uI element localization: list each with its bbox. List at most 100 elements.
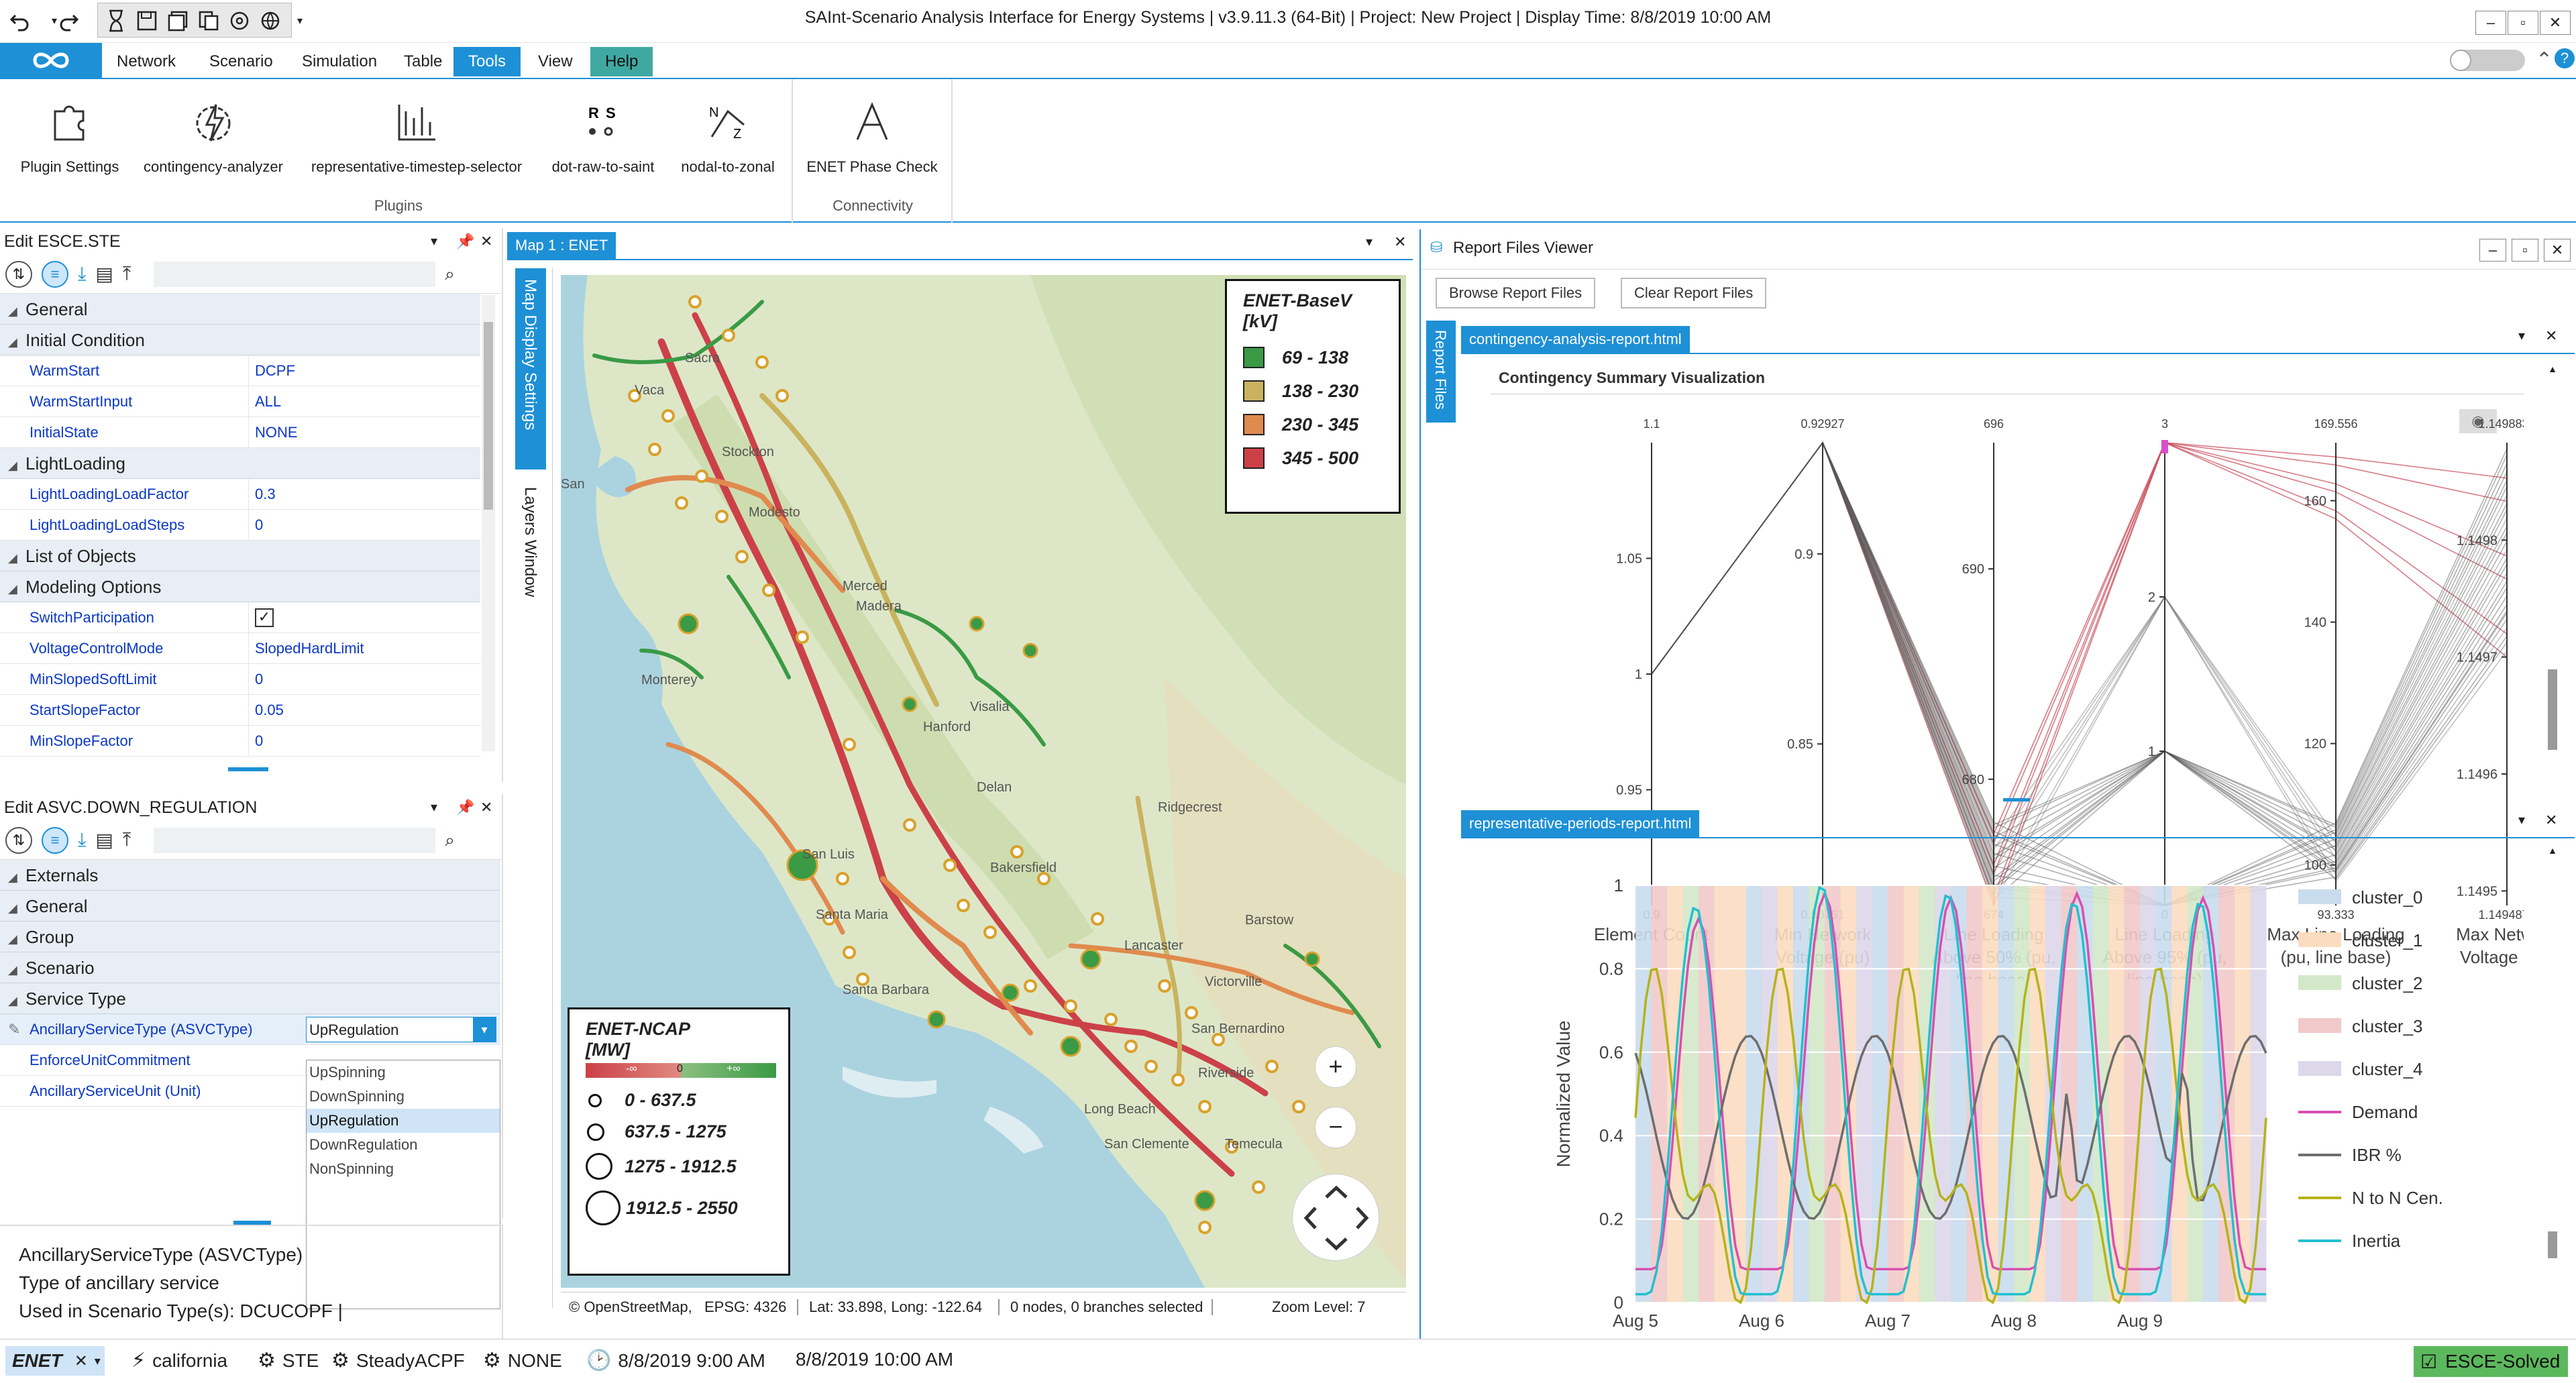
representative-timestep-selector-button[interactable]: representative-timestep-selector [299, 93, 534, 193]
search-icon[interactable]: ⌕ [445, 829, 455, 850]
dropdown-option-selected[interactable]: UpRegulation [307, 1109, 500, 1133]
tab-simulation[interactable]: Simulation [302, 52, 378, 70]
tab-network[interactable]: Network [117, 52, 176, 70]
tab-table[interactable]: Table [404, 52, 443, 70]
dropdown-option[interactable]: DownRegulation [309, 1136, 418, 1153]
report-maximize-button[interactable]: ▫ [2512, 239, 2538, 262]
network-close-icon[interactable]: ✕ [74, 1351, 88, 1370]
property-value[interactable]: 0 [255, 516, 264, 533]
section-modeling-options[interactable]: ◢ Modeling Options [0, 571, 480, 602]
panel-close-icon[interactable]: ✕ [1394, 233, 1407, 250]
report-close-button[interactable]: ✕ [2544, 239, 2571, 262]
help-question-icon[interactable]: ? [2555, 48, 2575, 68]
dropdown-option[interactable]: DownSpinning [309, 1088, 405, 1105]
section-light-loading[interactable]: ◢ LightLoading [0, 448, 480, 479]
close-button[interactable]: ✕ [2540, 11, 2571, 35]
categorized-icon[interactable]: ≡ [42, 826, 68, 854]
panel-close-icon[interactable]: ✕ [480, 799, 493, 816]
maximize-button[interactable]: ▫ [2508, 11, 2538, 35]
panel-close-icon[interactable]: ✕ [2545, 812, 2558, 828]
property-row[interactable]: EnforceUnitCommitment [0, 1045, 500, 1076]
bar-chart-icon[interactable]: ▤ [95, 264, 113, 284]
copy-icon[interactable] [193, 7, 224, 35]
tab-scenario[interactable]: Scenario [209, 52, 273, 70]
property-row-selected[interactable]: ✎ AncillaryServiceType (ASVCType) UpRegu… [0, 1014, 500, 1045]
panel-close-icon[interactable]: ✕ [2545, 327, 2558, 344]
report-files-side-tab[interactable]: Report Files [1426, 321, 1456, 423]
section-initial-condition[interactable]: ◢ Initial Condition [0, 325, 480, 355]
globe-icon[interactable] [255, 7, 286, 35]
zoom-in-button[interactable]: + [1315, 1046, 1356, 1088]
property-value[interactable]: NONE [255, 424, 298, 441]
download-icon[interactable]: ⤓ [78, 829, 87, 850]
tab-view[interactable]: View [538, 52, 573, 70]
hourglass-icon[interactable] [101, 7, 131, 35]
upload-icon[interactable]: ⤒ [122, 263, 131, 284]
panel-menu-arrow-icon[interactable]: ▾ [431, 234, 438, 249]
map-canvas[interactable]: Sacra Vaca Stockton San Modesto Merced M… [561, 275, 1406, 1288]
section-service-type[interactable]: ◢ Service Type [0, 983, 500, 1014]
section-scenario[interactable]: ◢ Scenario [0, 952, 500, 983]
app-menu-button[interactable] [0, 43, 102, 78]
panel-menu-arrow-icon[interactable]: ▾ [1366, 235, 1373, 250]
section-externals[interactable]: ◢ Externals [0, 860, 500, 891]
map-tab[interactable]: Map 1 : ENET [507, 232, 616, 259]
pin-icon[interactable]: 📌 [456, 799, 475, 816]
property-search-input[interactable] [154, 261, 436, 287]
minimize-button[interactable]: – [2475, 11, 2506, 35]
property-value[interactable]: DCPF [255, 362, 295, 379]
undo-icon[interactable] [4, 7, 35, 35]
save-all-icon[interactable] [162, 7, 193, 35]
property-row[interactable]: MinSlopeFactor 0 [0, 726, 480, 757]
report2-tab[interactable]: representative-periods-report.html [1461, 810, 1700, 837]
network-selector[interactable]: ENET ✕ ▾ [5, 1346, 105, 1376]
panel-menu-arrow-icon[interactable]: ▾ [2518, 813, 2526, 828]
theme-toggle[interactable] [2450, 50, 2525, 71]
property-row[interactable]: AncillaryServiceUnit (Unit) [0, 1076, 500, 1107]
report-minimize-button[interactable]: – [2479, 239, 2506, 262]
tab-tools[interactable]: Tools [453, 47, 521, 76]
report2-scrollbar[interactable]: ▲ [2544, 845, 2561, 1333]
clear-report-files-button[interactable]: Clear Report Files [1621, 278, 1767, 309]
section-general[interactable]: ◢ General [0, 891, 500, 922]
service-type-combobox[interactable]: UpRegulation ▾ [306, 1017, 496, 1042]
contingency-analyzer-button[interactable]: contingency-analyzer [134, 93, 292, 193]
collapse-ribbon-icon[interactable]: ⌃ [2536, 49, 2553, 71]
property-row[interactable]: WarmStart DCPF [0, 355, 480, 386]
plugin-settings-button[interactable]: Plugin Settings [9, 93, 130, 193]
pin-icon[interactable]: 📌 [456, 233, 475, 250]
property-row[interactable]: SwitchParticipation ✓ [0, 602, 480, 633]
property-value[interactable]: SlopedHardLimit [255, 640, 364, 657]
customize-arrow-icon[interactable]: ▾ [297, 15, 303, 27]
property-scrollbar[interactable] [482, 295, 495, 751]
sort-alpha-icon[interactable]: ⇅ [5, 826, 32, 854]
zoom-out-button[interactable]: − [1315, 1107, 1356, 1148]
section-group[interactable]: ◢ Group [0, 922, 500, 952]
dropdown-arrow-icon[interactable]: ▾ [51, 15, 58, 27]
bar-chart-icon[interactable]: ▤ [95, 830, 113, 850]
property-value[interactable]: 0.05 [255, 702, 284, 718]
splitter-handle[interactable] [2003, 798, 2030, 801]
panel-menu-arrow-icon[interactable]: ▾ [2518, 329, 2526, 343]
panel-menu-arrow-icon[interactable]: ▾ [431, 800, 438, 815]
property-value[interactable]: 0 [255, 671, 264, 687]
camera-icon[interactable]: ◉ [2459, 409, 2497, 433]
property-row[interactable]: LightLoadingLoadFactor 0.3 [0, 479, 480, 510]
browse-report-files-button[interactable]: Browse Report Files [1436, 278, 1596, 309]
combobox-arrow-icon[interactable]: ▾ [473, 1017, 496, 1042]
section-general[interactable]: ◢ General [0, 294, 480, 325]
property-row[interactable]: InitialState NONE [0, 417, 480, 448]
enet-phase-check-button[interactable]: ENET Phase Check [798, 93, 946, 193]
property-row[interactable]: WarmStartInput ALL [0, 386, 480, 417]
tab-help[interactable]: Help [590, 47, 653, 76]
property-search-input[interactable] [154, 827, 436, 853]
report1-tab[interactable]: contingency-analysis-report.html [1461, 326, 1690, 353]
report1-scrollbar[interactable]: ▲ [2544, 364, 2561, 860]
section-list-of-objects[interactable]: ◢ List of Objects [0, 541, 480, 571]
property-value[interactable]: ALL [255, 393, 282, 410]
property-value[interactable]: 0 [255, 732, 264, 749]
property-row[interactable]: LightLoadingLoadSteps 0 [0, 510, 480, 541]
property-row[interactable]: MinSlopedSoftLimit 0 [0, 664, 480, 695]
